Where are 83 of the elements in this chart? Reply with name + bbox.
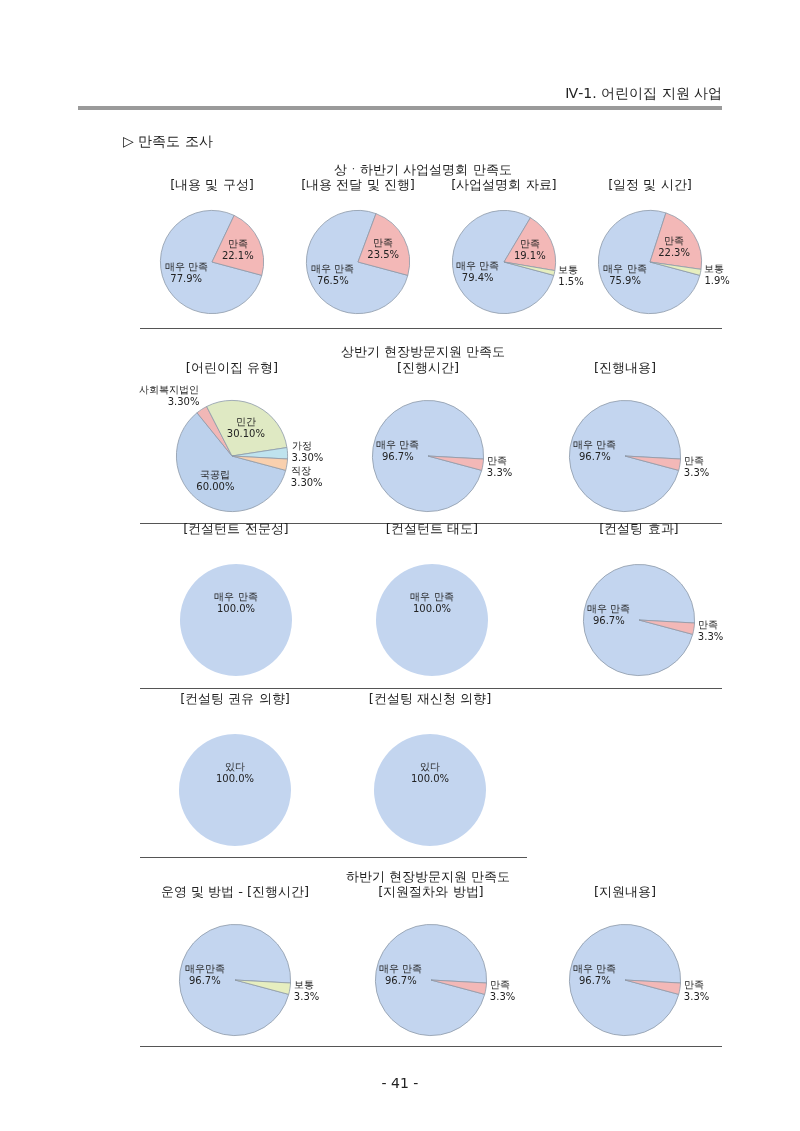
slice-label: 만족 xyxy=(697,618,718,630)
data-label: 79.4% xyxy=(461,272,494,284)
data-label: 77.9% xyxy=(170,273,203,285)
data-label: 3.30% xyxy=(290,477,323,489)
chart-title: [지원절차와 방법] xyxy=(378,884,484,900)
slice-label: 만족 xyxy=(683,454,704,466)
slice-label: 만족 xyxy=(227,237,248,249)
slice-label: 만족 xyxy=(519,237,540,249)
data-label: 22.1% xyxy=(221,249,254,261)
data-label: 96.7% xyxy=(578,974,611,986)
slice-label: 있다 xyxy=(225,760,245,772)
chart-title: [컨설턴트 태도] xyxy=(385,521,479,537)
data-label: 3.30% xyxy=(291,452,324,464)
chart-title: [컨설턴트 전문성] xyxy=(183,521,289,537)
slice-label: 사회복지법인 xyxy=(139,383,200,395)
data-label: 76.5% xyxy=(316,274,349,286)
data-label: 100.0% xyxy=(412,602,452,614)
text: - 41 - xyxy=(381,1074,419,1092)
chart-title: 운영 및 방법 - [진행시간] xyxy=(160,884,310,900)
data-label: 75.9% xyxy=(609,275,641,287)
data-label: 100.0% xyxy=(410,772,450,784)
data-label: 3.30% xyxy=(167,395,200,407)
slice-label: 가정 xyxy=(291,440,312,452)
data-label: 100.0% xyxy=(216,602,256,614)
chart-title: [사업설명회 자료] xyxy=(451,177,557,193)
slice-label: 매우 만족 xyxy=(214,590,258,602)
data-label: 96.7% xyxy=(384,974,417,986)
slice-label: 보통 xyxy=(704,263,725,275)
chart-title: [컨설팅 재신청 의향] xyxy=(368,691,492,707)
data-label: 3.3% xyxy=(683,990,710,1002)
chart-title: [내용 전달 및 진행] xyxy=(301,177,415,193)
slice-label: 만족 xyxy=(664,234,685,246)
slice-label: 국공립 xyxy=(200,469,231,481)
data-label: 3.3% xyxy=(683,466,710,478)
data-label: 100.0% xyxy=(215,772,255,784)
slice-label: 매우만족 xyxy=(184,962,225,974)
data-label: 19.1% xyxy=(513,249,546,261)
text: 상반기 현장방문지원 만족도 xyxy=(340,344,506,360)
chart-title: [어린이집 유형] xyxy=(185,360,279,376)
slice-label: 만족 xyxy=(489,978,510,990)
data-label: 3.3% xyxy=(489,990,516,1002)
chart-title: [진행시간] xyxy=(396,360,460,376)
slice-label: 매우 만족 xyxy=(456,260,500,272)
data-label: 96.7% xyxy=(381,450,414,462)
data-label: 96.7% xyxy=(592,614,625,626)
data-label: 30.10% xyxy=(226,428,265,440)
data-label: 96.7% xyxy=(578,450,611,462)
data-label: 1.5% xyxy=(558,275,584,287)
text: ▷ 만족도 조사 xyxy=(123,132,213,150)
slice-label: 매우 만족 xyxy=(164,261,208,273)
text: 상ㆍ하반기 사업설명회 만족도 xyxy=(334,162,512,178)
slice-label: 매우 만족 xyxy=(603,263,647,275)
chart-title: [진행내용] xyxy=(593,360,657,376)
text: 하반기 현장방문지원 만족도 xyxy=(345,869,511,885)
slice-label: 만족 xyxy=(683,978,704,990)
slice-label: 직장 xyxy=(290,465,311,477)
chart-title: [컨설팅 권유 의향] xyxy=(180,691,290,707)
data-label: 3.3% xyxy=(293,990,320,1002)
chart-title: [지원내용] xyxy=(593,884,657,900)
data-label: 3.3% xyxy=(697,630,724,642)
slice-label: 만족 xyxy=(486,454,507,466)
chart-title: [일정 및 시간] xyxy=(608,177,692,193)
slice-label: 매우 만족 xyxy=(587,602,631,614)
slice-label: 있다 xyxy=(420,760,440,772)
chart-title: [내용 및 구성] xyxy=(170,177,254,193)
slice-label: 매우 만족 xyxy=(573,438,617,450)
slice-label: 보통 xyxy=(293,978,314,990)
slice-label: 보통 xyxy=(558,263,579,275)
slice-label: 매우 만족 xyxy=(376,438,420,450)
text: Ⅳ-1. 어린이집 지원 사업 xyxy=(565,84,722,102)
slice-label: 매우 만족 xyxy=(379,962,423,974)
slice-label: 매우 만족 xyxy=(410,590,454,602)
data-label: 23.5% xyxy=(367,248,400,260)
slice-label: 민간 xyxy=(235,416,256,428)
data-label: 1.9% xyxy=(704,275,730,287)
data-label: 3.3% xyxy=(486,466,513,478)
slice-label: 만족 xyxy=(373,236,394,248)
data-label: 96.7% xyxy=(188,974,221,986)
data-label: 60.00% xyxy=(196,481,235,493)
slice-label: 매우 만족 xyxy=(311,262,355,274)
chart-title: [컨설팅 효과] xyxy=(599,521,679,537)
data-label: 22.3% xyxy=(658,246,690,258)
slice-label: 매우 만족 xyxy=(573,962,617,974)
